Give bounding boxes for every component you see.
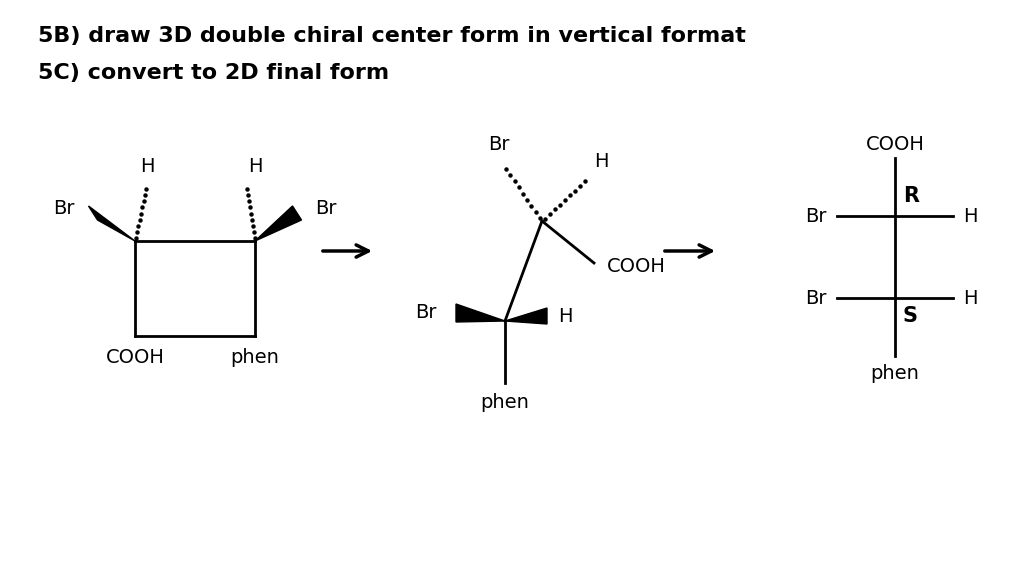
Polygon shape <box>255 206 301 241</box>
Text: H: H <box>963 207 978 225</box>
Text: phen: phen <box>480 393 529 412</box>
Text: Br: Br <box>806 289 827 308</box>
Text: H: H <box>558 306 572 325</box>
Text: Br: Br <box>806 207 827 225</box>
Text: 5C) convert to 2D final form: 5C) convert to 2D final form <box>38 63 389 83</box>
Text: H: H <box>963 289 978 308</box>
Text: H: H <box>594 152 608 171</box>
Polygon shape <box>88 206 135 241</box>
Text: H: H <box>139 157 155 176</box>
Polygon shape <box>505 308 547 324</box>
Text: phen: phen <box>870 364 920 383</box>
Text: phen: phen <box>230 348 280 367</box>
Polygon shape <box>456 304 505 322</box>
Text: COOH: COOH <box>607 257 666 276</box>
Text: COOH: COOH <box>865 135 925 154</box>
Text: R: R <box>903 186 919 206</box>
Text: Br: Br <box>53 199 75 218</box>
Text: S: S <box>903 306 918 326</box>
Text: H: H <box>248 157 262 176</box>
Text: Br: Br <box>416 304 437 323</box>
Text: Br: Br <box>488 135 510 154</box>
Text: Br: Br <box>315 199 337 218</box>
Text: 5B) draw 3D double chiral center form in vertical format: 5B) draw 3D double chiral center form in… <box>38 26 745 46</box>
Text: COOH: COOH <box>105 348 165 367</box>
